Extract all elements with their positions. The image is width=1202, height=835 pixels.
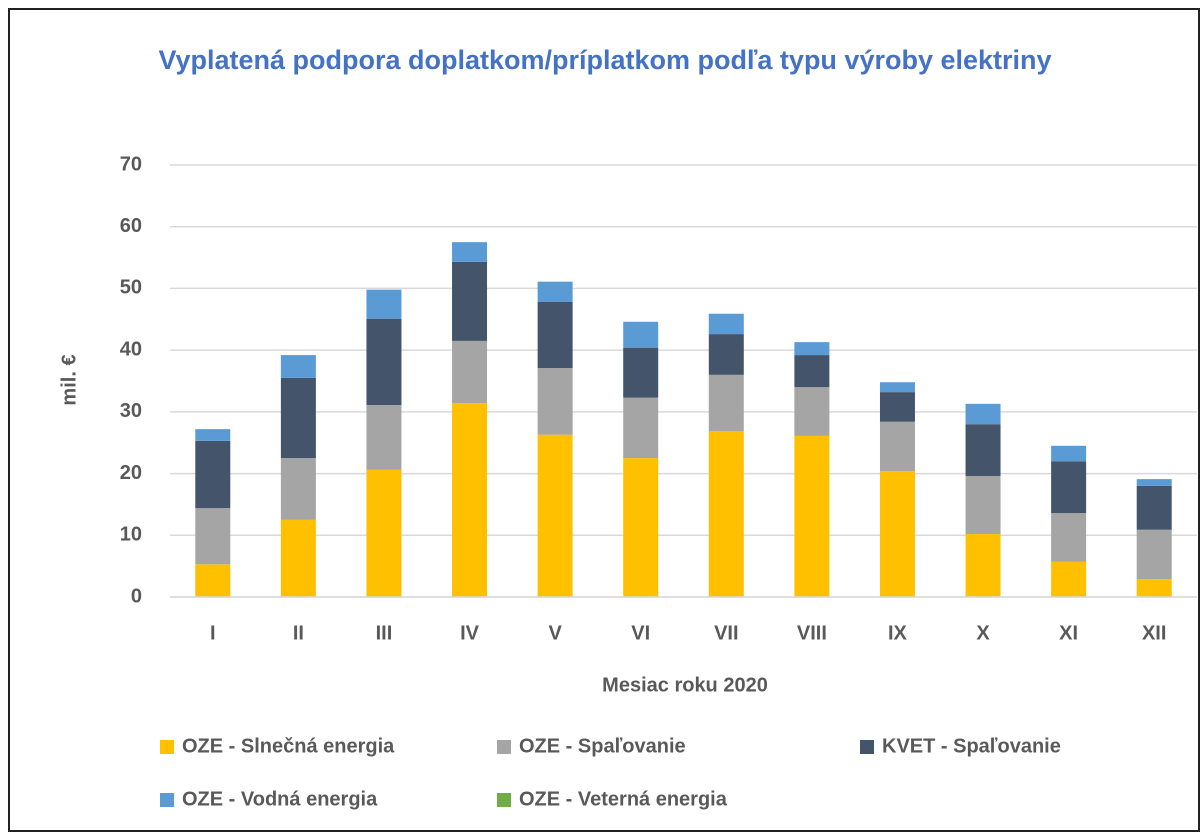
y-axis-title: mil. € xyxy=(58,354,80,405)
bar-segment xyxy=(452,403,488,597)
y-tick-label: 30 xyxy=(120,400,142,422)
bar-segment xyxy=(708,374,744,431)
bar-segment xyxy=(452,261,488,341)
bar-segment xyxy=(1136,579,1172,597)
bar-segment xyxy=(452,242,488,262)
bar-segment xyxy=(452,340,488,404)
bar-segment xyxy=(965,476,1001,535)
x-tick-label: IV xyxy=(460,622,480,644)
bar-segment xyxy=(879,471,915,597)
x-tick-label: VIII xyxy=(797,622,827,644)
legend-swatch xyxy=(160,793,174,807)
bar-segment xyxy=(366,289,402,319)
bar-segment xyxy=(879,421,915,472)
bar-segment xyxy=(195,564,231,597)
bar-segment xyxy=(537,434,573,597)
bar-segment xyxy=(1051,561,1087,597)
y-tick-label: 20 xyxy=(120,462,142,484)
x-tick-label: I xyxy=(210,622,216,644)
bar-segment xyxy=(965,534,1001,597)
bar-segment xyxy=(1051,445,1087,462)
bar-segment xyxy=(623,347,659,398)
x-tick-label: II xyxy=(293,622,304,644)
bar-segment xyxy=(794,387,830,436)
y-tick-label: 40 xyxy=(120,338,142,360)
bar-segment xyxy=(794,355,830,388)
legend-swatch xyxy=(860,740,874,754)
x-tick-label: IX xyxy=(888,622,908,644)
frame xyxy=(8,8,1200,832)
legend-swatch xyxy=(497,793,511,807)
bar-segment xyxy=(1136,479,1172,486)
bar-segment xyxy=(708,313,744,335)
bar-segment xyxy=(794,342,830,356)
x-tick-label: V xyxy=(548,622,562,644)
x-tick-label: VII xyxy=(714,622,738,644)
bar-segment xyxy=(366,318,402,406)
legend-label: KVET - Spaľovanie xyxy=(882,735,1061,757)
legend-label: OZE - Spaľovanie xyxy=(519,735,686,757)
bar-segment xyxy=(708,334,744,375)
bar-segment xyxy=(965,403,1001,425)
x-tick-label: III xyxy=(376,622,393,644)
x-tick-label: X xyxy=(976,622,990,644)
bar-segment xyxy=(195,429,231,441)
bar-segment xyxy=(623,397,659,459)
bar-segment xyxy=(280,519,316,597)
x-axis-title: Mesiac roku 2020 xyxy=(602,674,768,696)
bar-segment xyxy=(879,382,915,393)
bar-segment xyxy=(280,355,316,378)
bar-segment xyxy=(537,302,573,369)
bar-segment xyxy=(708,430,744,597)
legend-swatch xyxy=(160,740,174,754)
chart-title: Vyplatená podpora doplatkom/príplatkom p… xyxy=(158,45,1052,75)
legend-label: OZE - Slnečná energia xyxy=(182,735,395,757)
bar-segment xyxy=(1136,485,1172,530)
x-tick-label: VI xyxy=(631,622,650,644)
x-tick-label: XII xyxy=(1142,622,1166,644)
x-tick-label: XI xyxy=(1059,622,1078,644)
y-tick-label: 60 xyxy=(120,215,142,237)
bar-segment xyxy=(280,458,316,520)
bar-segment xyxy=(965,424,1001,477)
bar-segment xyxy=(1051,513,1087,562)
bar-segment xyxy=(879,392,915,422)
bar-segment xyxy=(537,281,573,303)
y-tick-label: 10 xyxy=(120,524,142,546)
bar-segment xyxy=(794,435,830,597)
y-tick-label: 50 xyxy=(120,277,142,299)
bar-segment xyxy=(195,508,231,565)
bar-segment xyxy=(623,321,659,348)
bar-segment xyxy=(1051,461,1087,514)
bar-segment xyxy=(366,469,402,597)
y-tick-label: 0 xyxy=(131,585,142,607)
bar-segment xyxy=(280,377,316,459)
bar-segment xyxy=(623,458,659,597)
legend-label: OZE - Vodná energia xyxy=(182,788,378,810)
bar-segment xyxy=(195,440,231,509)
y-tick-label: 70 xyxy=(120,153,142,175)
bar-segment xyxy=(366,405,402,470)
legend-swatch xyxy=(497,740,511,754)
bar-segment xyxy=(537,368,573,435)
bar-segment xyxy=(1136,529,1172,580)
legend-label: OZE - Veterná energia xyxy=(519,788,728,810)
